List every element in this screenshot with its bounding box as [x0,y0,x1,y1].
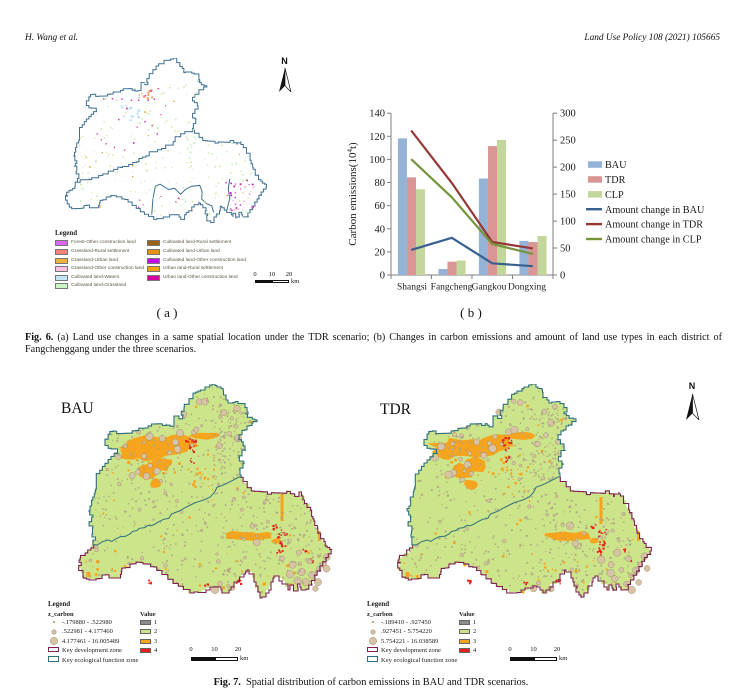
svg-text:Carbon emissions(104t): Carbon emissions(104t) [346,142,359,246]
svg-text:100: 100 [560,217,576,228]
svg-text:140: 140 [369,109,385,120]
svg-text:120: 120 [369,132,385,143]
svg-text:250: 250 [560,136,576,147]
svg-text:Fangcheng: Fangcheng [431,283,473,293]
svg-text:80: 80 [375,178,386,189]
svg-text:Amount change in TDR: Amount change in TDR [605,220,703,231]
svg-text:Amount change in CLP: Amount change in CLP [605,235,702,246]
svg-text:20: 20 [375,247,386,258]
svg-text:Gangkou: Gangkou [472,283,507,293]
svg-text:CLP: CLP [605,190,624,201]
svg-text:Amount change in BAU: Amount change in BAU [605,205,705,216]
svg-text:200: 200 [560,163,576,174]
svg-text:300: 300 [560,109,576,120]
svg-text:BAU: BAU [605,160,627,171]
svg-text:0: 0 [380,271,385,282]
svg-text:Shangsi: Shangsi [397,283,427,293]
svg-text:150: 150 [560,190,576,201]
svg-text:TDR: TDR [605,175,626,186]
svg-text:60: 60 [375,201,386,212]
svg-text:40: 40 [375,224,386,235]
svg-text:0: 0 [560,271,565,282]
svg-text:50: 50 [560,244,571,255]
svg-text:Dongxing: Dongxing [508,283,546,293]
svg-text:100: 100 [369,155,385,166]
